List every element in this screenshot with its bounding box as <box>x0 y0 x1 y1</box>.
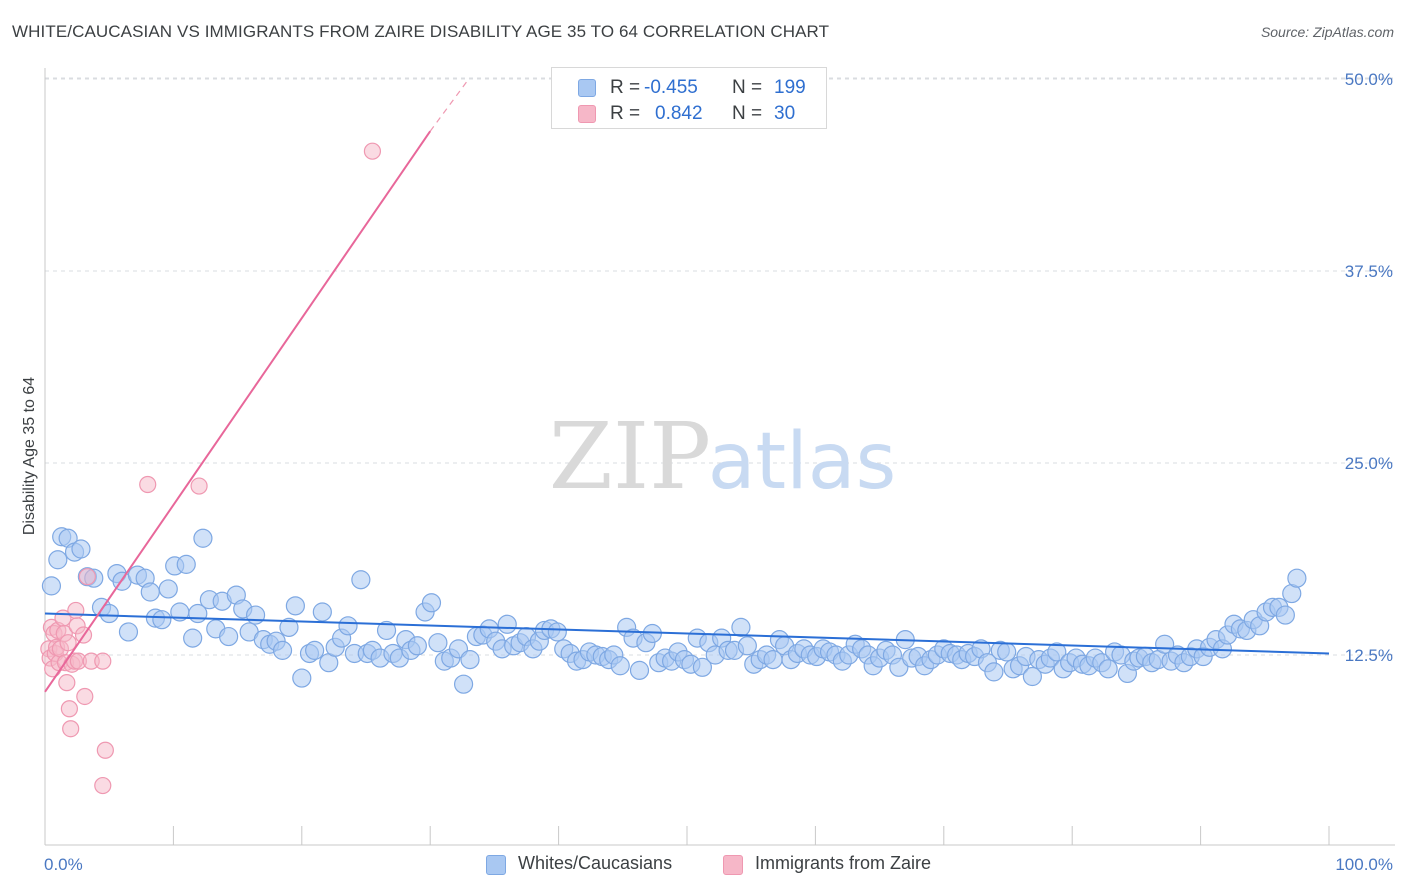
axes <box>44 68 1395 846</box>
trend-lines <box>44 78 1330 693</box>
correlation-legend: R = -0.455 N = 199 R = 0.842 N = 30 <box>551 67 827 129</box>
data-point-zaire <box>60 700 78 718</box>
data-point-whites <box>292 668 312 688</box>
data-point-zaire <box>59 634 77 652</box>
y-tick-label: 37.5% <box>1345 262 1393 281</box>
legend-row-zaire: R = 0.842 N = 30 <box>552 102 826 128</box>
data-point-whites <box>176 554 196 574</box>
legend-label: Whites/Caucasians <box>518 853 673 873</box>
data-point-whites <box>497 614 517 634</box>
data-point-whites <box>610 656 630 676</box>
trend-line-zaire-extension <box>429 78 470 132</box>
data-point-whites <box>984 662 1004 682</box>
data-point-zaire <box>190 477 208 495</box>
data-point-whites <box>312 602 332 622</box>
data-point-zaire <box>94 776 112 795</box>
data-point-zaire <box>96 741 114 759</box>
r-label: R = <box>610 77 641 98</box>
data-point-whites <box>547 622 567 642</box>
data-point-whites <box>152 610 172 630</box>
blue-swatch <box>578 79 596 97</box>
data-point-whites <box>41 576 62 596</box>
immigrants-zaire-points <box>40 142 382 795</box>
watermark-atlas: atlas <box>708 417 897 507</box>
data-point-whites <box>140 582 160 602</box>
y-tick-label: 12.5% <box>1345 646 1393 665</box>
data-point-zaire <box>62 720 80 738</box>
trend-line-whites <box>44 612 1330 655</box>
data-point-whites <box>731 617 751 637</box>
data-point-whites <box>453 674 474 694</box>
x-tick-label: 0.0% <box>44 855 83 874</box>
y-axis-label: Disability Age 35 to 64 <box>21 377 38 535</box>
grid <box>45 77 1395 656</box>
r-value: -0.455 <box>644 77 698 98</box>
r-value: 0.842 <box>655 103 703 124</box>
data-point-zaire <box>94 652 112 670</box>
data-point-whites <box>99 603 119 624</box>
data-point-whites <box>158 579 178 599</box>
data-point-zaire <box>76 687 94 706</box>
data-point-whites <box>193 528 213 548</box>
data-point-whites <box>737 636 757 656</box>
y-tick-label: 25.0% <box>1345 454 1393 473</box>
source-label: Source: ZipAtlas.com <box>1260 24 1394 40</box>
data-point-whites <box>118 622 139 642</box>
data-point-whites <box>71 539 91 559</box>
pink-swatch <box>578 105 596 123</box>
r-label: R = <box>610 103 641 124</box>
data-point-whites <box>272 640 293 660</box>
n-label: N = <box>732 103 763 124</box>
whites-caucasians-points <box>41 527 1307 694</box>
x-tick-label: 100.0% <box>1335 855 1393 874</box>
pink-swatch <box>723 855 743 875</box>
data-point-whites <box>629 660 650 680</box>
data-point-whites <box>305 640 325 660</box>
y-tick-label: 50.0% <box>1345 70 1393 89</box>
watermark-zip: ZIP <box>549 403 711 510</box>
data-point-whites <box>183 628 203 648</box>
data-point-zaire <box>363 142 382 160</box>
data-point-zaire <box>78 568 96 586</box>
data-point-zaire <box>67 601 85 620</box>
data-point-whites <box>692 657 713 677</box>
data-point-whites <box>219 626 239 647</box>
data-point-whites <box>351 570 371 590</box>
blue-swatch <box>486 855 506 875</box>
data-point-whites <box>1098 659 1118 679</box>
data-point-whites <box>338 616 358 636</box>
tick-labels: 12.5% 25.0% 37.5% 50.0% 0.0% 100.0% <box>44 70 1393 874</box>
data-point-whites <box>407 636 427 656</box>
data-point-whites <box>997 642 1017 662</box>
data-point-whites <box>285 596 305 616</box>
data-point-whites <box>245 605 266 625</box>
data-point-whites <box>460 650 480 670</box>
data-point-whites <box>1287 568 1307 588</box>
data-point-whites <box>48 550 68 570</box>
data-point-whites <box>279 617 299 637</box>
chart-title: WHITE/CAUCASIAN VS IMMIGRANTS FROM ZAIRE… <box>12 22 830 41</box>
data-point-whites <box>421 593 442 613</box>
data-point-whites <box>428 633 448 653</box>
legend-label: Immigrants from Zaire <box>755 853 932 873</box>
data-point-whites <box>1022 666 1042 687</box>
data-point-whites <box>1275 605 1295 625</box>
n-label: N = <box>732 77 763 98</box>
data-point-zaire <box>139 475 157 494</box>
trend-line-zaire <box>44 130 432 693</box>
n-value: 30 <box>774 103 796 124</box>
series-legend: Whites/Caucasians Immigrants from Zaire <box>0 850 1406 880</box>
legend-row-whites: R = -0.455 N = 199 <box>552 76 826 102</box>
watermark: ZIP atlas <box>549 403 896 510</box>
data-point-whites <box>376 620 397 641</box>
data-point-zaire <box>58 674 76 692</box>
data-point-whites <box>1047 642 1067 662</box>
n-value: 199 <box>774 77 806 98</box>
